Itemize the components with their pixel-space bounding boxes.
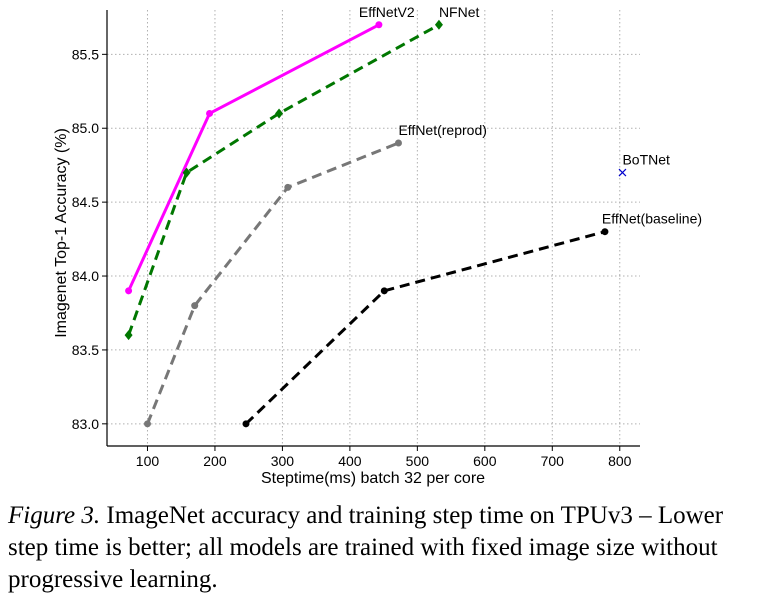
data-point-nfnet <box>275 108 284 119</box>
series-line-effnet-baseline <box>244 230 606 425</box>
series-line-effnetv2 <box>127 23 380 292</box>
caption-text: ImageNet accuracy and training step time… <box>8 502 724 593</box>
series-label-effnet-reprod: EffNet(reprod) <box>398 122 486 138</box>
x-axis-label: Steptime(ms) batch 32 per core <box>261 470 485 487</box>
accuracy-vs-steptime-chart: 100 200 300 400 500 600 700 800 83.0 83.5 84.0 84.5… <box>53 4 702 487</box>
data-point-effnetv2 <box>125 287 133 295</box>
x-tick-label: 700 <box>541 453 565 469</box>
y-tick-label: 84.5 <box>72 194 99 210</box>
x-tick-label: 600 <box>473 453 497 469</box>
y-tick-label: 85.5 <box>72 46 99 62</box>
data-point-botnet <box>618 168 627 177</box>
x-tick-label: 100 <box>136 453 160 469</box>
series-line-nfnet <box>127 23 440 336</box>
x-tick-label: 500 <box>406 453 430 469</box>
series-line-effnet-reprod <box>146 141 400 425</box>
data-point-effnetv2 <box>375 21 383 29</box>
series-label-nfnet: NFNet <box>439 4 480 20</box>
x-tick-label: 300 <box>271 453 295 469</box>
data-point-nfnet <box>124 330 133 341</box>
y-tick-label: 83.5 <box>72 342 99 358</box>
grid-lines <box>107 10 640 446</box>
data-point-effnet-reprod <box>394 139 402 147</box>
data-point-nfnet <box>182 167 191 178</box>
series-labels: EffNetV2 NFNet EffNet(reprod) EffNet(baseli… <box>359 4 702 227</box>
data-point-effnet-reprod <box>284 183 292 191</box>
series <box>124 19 627 428</box>
data-point-nfnet <box>434 19 443 30</box>
data-point-effnet-baseline <box>601 228 609 236</box>
x-marker-stroke <box>618 168 627 177</box>
x-tick-label: 400 <box>338 453 362 469</box>
axes: 100 200 300 400 500 600 700 800 83.0 83.5 84.0 84.5… <box>72 10 640 469</box>
y-axis-label: Imagenet Top-1 Accuracy (%) <box>53 128 70 338</box>
figure-caption: Figure 3. ImageNet accuracy and training… <box>8 500 760 596</box>
y-tick-label: 83.0 <box>72 416 99 432</box>
data-point-effnet-baseline <box>242 420 250 428</box>
x-tick-label: 800 <box>608 453 632 469</box>
data-point-effnetv2 <box>206 109 214 117</box>
figure-label: Figure 3. <box>8 502 101 529</box>
series-label-effnet-baseline: EffNet(baseline) <box>602 211 702 227</box>
data-point-effnet-baseline <box>380 287 388 295</box>
x-tick-label: 200 <box>203 453 227 469</box>
series-label-effnetv2: EffNetV2 <box>359 4 415 20</box>
y-tick-label: 85.0 <box>72 120 99 136</box>
data-point-effnet-reprod <box>191 302 199 310</box>
series-label-botnet: BoTNet <box>622 152 670 168</box>
y-tick-label: 84.0 <box>72 268 99 284</box>
data-point-effnet-reprod <box>143 420 151 428</box>
